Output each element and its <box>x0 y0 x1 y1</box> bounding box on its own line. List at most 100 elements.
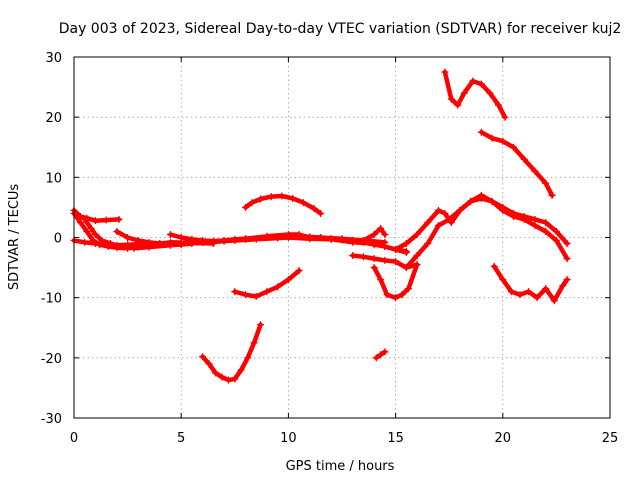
x-tick-label: 5 <box>177 431 185 446</box>
data-point <box>224 376 232 384</box>
data-point <box>377 351 385 359</box>
data-point <box>263 288 271 296</box>
data-point <box>145 238 153 246</box>
data-point <box>477 191 485 199</box>
data-point <box>338 236 346 244</box>
series-arc-9 <box>199 321 265 384</box>
data-point <box>231 235 239 243</box>
series-arc-15 <box>441 68 509 121</box>
data-point <box>113 227 121 235</box>
data-point <box>76 218 84 226</box>
y-tick-label: 0 <box>54 232 62 247</box>
data-point <box>501 113 509 121</box>
data-point <box>81 215 89 223</box>
data-point <box>106 240 114 248</box>
data-point <box>231 288 239 296</box>
data-point <box>130 244 138 252</box>
data-point <box>441 68 449 76</box>
y-tick-label: 20 <box>45 111 62 126</box>
data-point <box>284 232 292 240</box>
data-point <box>89 237 97 245</box>
data-point <box>267 193 275 201</box>
data-point <box>377 276 385 284</box>
series-arc-17 <box>490 262 571 305</box>
series-arc-7 <box>242 192 325 217</box>
data-point <box>533 294 541 302</box>
data-point <box>488 197 496 205</box>
series-arc-16 <box>477 128 556 199</box>
data-point <box>381 243 389 251</box>
data-point <box>372 354 380 362</box>
data-point <box>477 80 485 88</box>
data-point <box>91 217 99 225</box>
data-point <box>96 241 104 249</box>
data-point <box>102 216 110 224</box>
data-point <box>209 237 217 245</box>
data-point <box>220 237 228 245</box>
data-point <box>263 234 271 241</box>
data-point <box>486 89 494 97</box>
data-point <box>548 191 556 199</box>
data-point <box>552 227 560 235</box>
x-axis-label: GPS time / hours <box>286 459 395 474</box>
data-point <box>516 291 524 299</box>
data-point <box>156 240 164 248</box>
data-point <box>398 291 406 299</box>
data-point <box>87 224 95 232</box>
data-point <box>413 261 421 269</box>
data-point <box>237 366 245 374</box>
data-point <box>488 134 496 142</box>
data-point <box>257 195 265 203</box>
data-point <box>563 276 571 284</box>
data-point <box>212 369 220 377</box>
series-arc-10 <box>372 348 389 362</box>
data-point <box>454 101 462 109</box>
data-point <box>250 339 258 347</box>
y-tick-label: -20 <box>41 352 62 367</box>
data-point <box>499 276 507 284</box>
data-point <box>467 197 475 205</box>
data-point <box>370 230 378 238</box>
data-point <box>559 282 567 290</box>
x-tick-label: 10 <box>280 431 297 446</box>
data-point <box>317 209 325 217</box>
data-point <box>295 267 303 275</box>
data-point <box>550 297 558 305</box>
data-point <box>349 252 357 260</box>
data-point <box>441 209 449 217</box>
data-point <box>392 246 400 254</box>
data-point <box>242 203 250 211</box>
y-axis-label: SDTVAR / TECUs <box>7 184 22 291</box>
data-point <box>413 230 421 238</box>
data-point <box>469 77 477 85</box>
data-point <box>552 237 560 245</box>
data-point <box>248 199 256 207</box>
data-point <box>377 224 385 232</box>
data-point <box>434 221 442 229</box>
data-point <box>392 294 400 302</box>
data-point <box>295 232 303 240</box>
data-point <box>563 240 571 248</box>
data-point <box>525 288 533 296</box>
data-point <box>166 240 174 248</box>
plot-frame <box>73 56 611 419</box>
data-point <box>542 285 550 293</box>
data-point <box>327 235 335 243</box>
data-point <box>177 234 185 241</box>
data-point <box>218 373 226 381</box>
data-point <box>392 258 400 266</box>
data-point <box>359 253 367 261</box>
data-point <box>402 247 410 255</box>
data-point <box>447 95 455 103</box>
data-point <box>531 221 539 229</box>
data-series <box>70 68 571 384</box>
data-point <box>490 262 498 270</box>
x-tick-label: 0 <box>70 431 78 446</box>
data-point <box>383 291 391 299</box>
data-point <box>520 155 528 163</box>
data-point <box>83 227 91 235</box>
data-point <box>510 212 518 220</box>
data-point <box>499 206 507 214</box>
data-point <box>188 235 196 243</box>
